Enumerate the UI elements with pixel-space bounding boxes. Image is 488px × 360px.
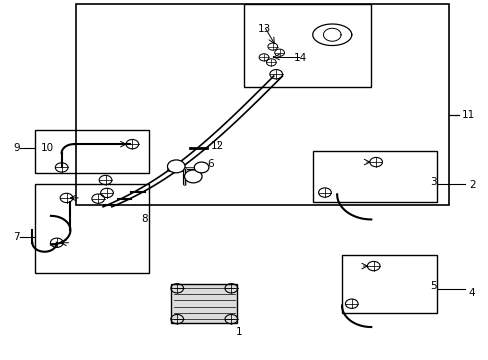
Bar [341,255,436,313]
Circle shape [184,170,202,183]
Text: 3: 3 [429,177,436,187]
Bar [244,4,370,87]
Text: 9: 9 [13,143,20,153]
Text: 12: 12 [211,141,224,151]
Text: 4: 4 [468,288,474,298]
Bar [76,4,448,205]
Text: 8: 8 [141,215,147,224]
Circle shape [194,162,208,173]
Text: 14: 14 [293,53,306,63]
Text: 6: 6 [206,159,213,169]
Text: 1: 1 [236,327,243,337]
Bar [35,130,149,173]
Text: 7: 7 [13,232,20,242]
Text: 5: 5 [429,281,436,291]
Text: 10: 10 [41,143,54,153]
Text: 13: 13 [257,24,270,35]
Bar [171,284,237,323]
Text: 11: 11 [461,111,474,121]
Bar [35,184,149,273]
Text: 2: 2 [468,180,474,190]
Bar [312,151,436,202]
Circle shape [167,160,184,173]
